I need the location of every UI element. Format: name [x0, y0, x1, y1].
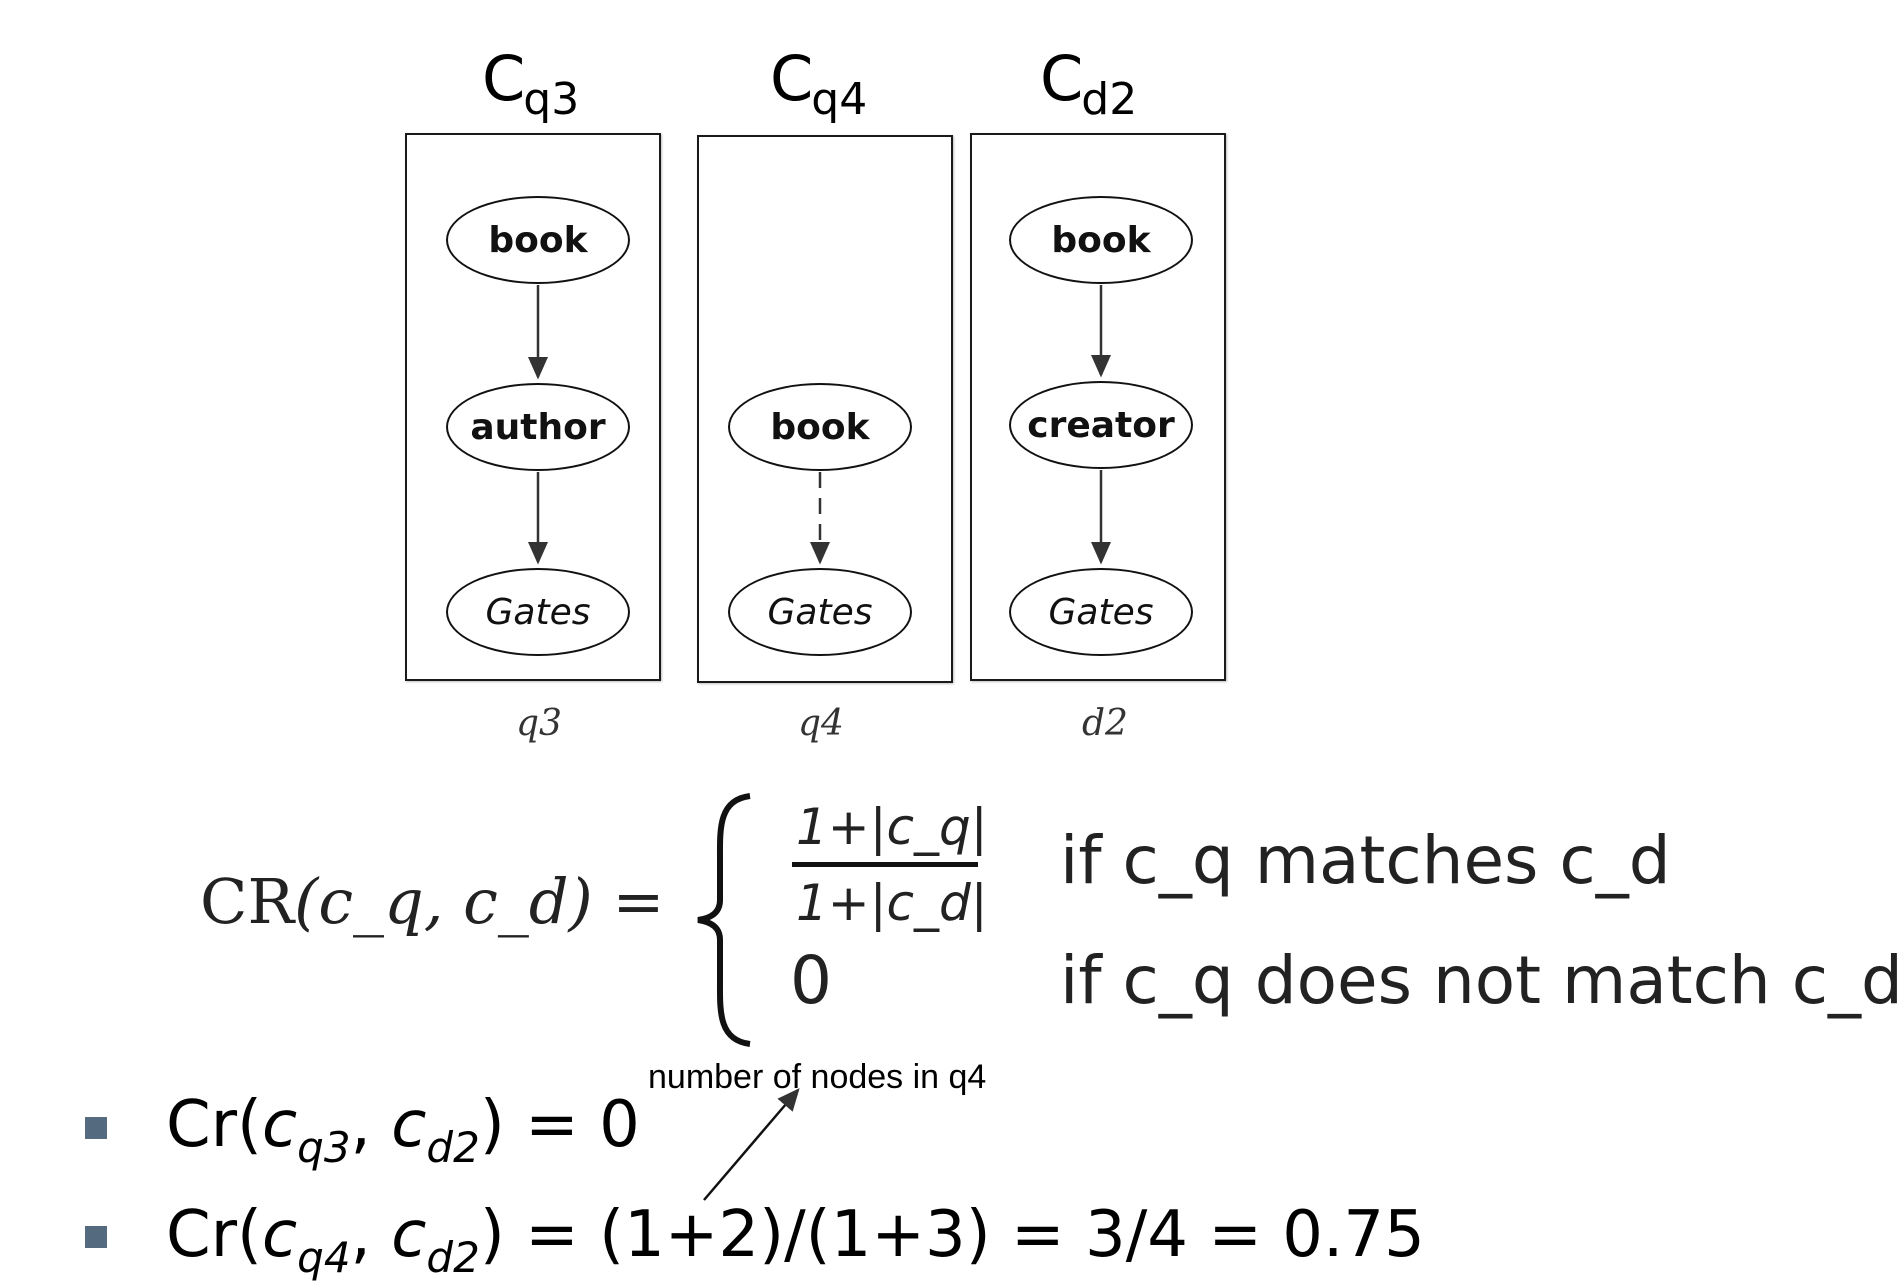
caption-d2: d2 [1082, 703, 1128, 744]
node-author-q3: author [446, 383, 630, 471]
formula-fraction-bar [792, 862, 978, 867]
formula-denominator: 1+|c_d| [796, 874, 988, 932]
column-title-q4: Cq4 [770, 42, 868, 125]
formula-lhs: CR(c_q, c_d) = [200, 865, 664, 938]
caption-q4: q4 [798, 703, 844, 744]
formula-args: (c_q, c_d) = [294, 865, 665, 938]
bullet-marker-1 [85, 1117, 107, 1139]
annotation-label: number of nodes in q4 [648, 1058, 987, 1096]
formula-numerator: 1+|c_q| [796, 798, 988, 856]
column-title-d2: Cd2 [1040, 42, 1138, 125]
node-gates-d2: Gates [1009, 568, 1193, 656]
annotation-arrow [703, 1088, 800, 1201]
formula-case-nomatch: if c_q does not match c_d [1060, 942, 1903, 1019]
node-gates-q3: Gates [446, 568, 630, 656]
column-title-q3: Cq3 [482, 42, 580, 125]
bullet-line-1: Cr(cq3, cd2) = 0 [166, 1088, 640, 1172]
node-creator-d2: creator [1009, 381, 1193, 469]
node-book-q4: book [728, 383, 912, 471]
formula-function-name: CR [200, 865, 295, 938]
node-book-q3: book [446, 196, 630, 284]
bullet-line-2: Cr(cq4, cd2) = (1+2)/(1+3) = 3/4 = 0.75 [166, 1198, 1425, 1282]
bullet-marker-2 [85, 1226, 107, 1248]
node-gates-q4: Gates [728, 568, 912, 656]
node-book-d2: book [1009, 196, 1193, 284]
formula-case-match: if c_q matches c_d [1060, 822, 1671, 899]
formula-brace [697, 793, 751, 1047]
formula-zero: 0 [790, 942, 832, 1019]
caption-q3: q3 [516, 703, 562, 744]
